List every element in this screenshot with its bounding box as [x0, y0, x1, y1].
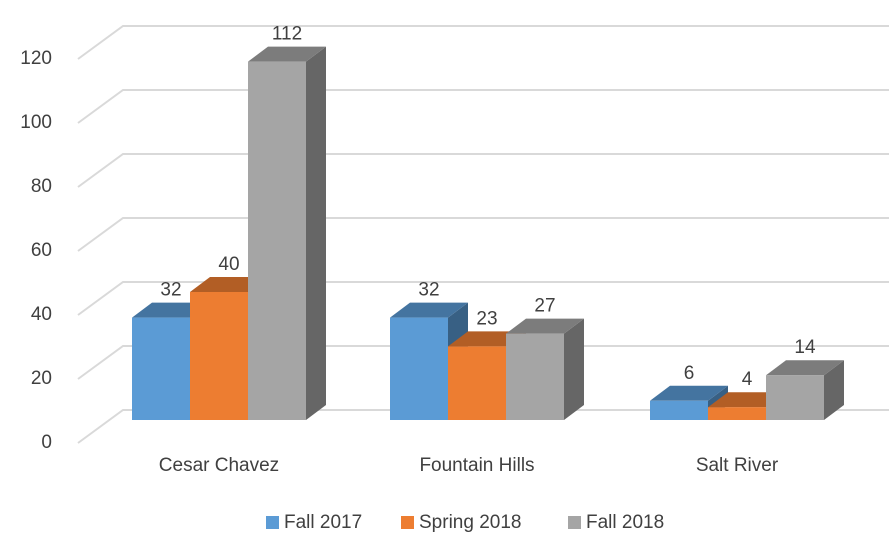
- y-tick-label: 40: [31, 304, 52, 325]
- x-tick-label: Salt River: [696, 455, 779, 476]
- y-tick-label: 20: [31, 368, 52, 389]
- bar-side: [306, 46, 326, 420]
- legend-label: Fall 2018: [586, 512, 664, 533]
- data-label: 32: [418, 280, 439, 301]
- bar: [766, 375, 824, 420]
- bar: [248, 61, 306, 420]
- bar-top: [390, 302, 468, 318]
- y-tick-label: 60: [31, 240, 52, 261]
- bar: [132, 317, 190, 420]
- data-label: 27: [534, 296, 555, 317]
- y-tick-label: 80: [31, 176, 52, 197]
- legend-swatch: [266, 516, 279, 529]
- legend-label: Fall 2017: [284, 512, 362, 533]
- bar: [448, 346, 506, 420]
- bar: [190, 292, 248, 420]
- bar: [650, 400, 708, 420]
- bar: [506, 333, 564, 420]
- grid-line: [77, 153, 889, 188]
- grid-line: [77, 281, 889, 316]
- data-label: 4: [742, 369, 753, 390]
- legend-label: Spring 2018: [419, 512, 521, 533]
- bar-side: [824, 360, 844, 420]
- data-label: 40: [218, 254, 239, 275]
- grid-line: [77, 409, 889, 444]
- y-tick-label: 100: [20, 112, 52, 133]
- bar-top: [650, 385, 728, 401]
- data-label: 6: [684, 363, 695, 384]
- legend-swatch: [568, 516, 581, 529]
- data-label: 32: [160, 280, 181, 301]
- bar: [390, 317, 448, 420]
- data-label: 112: [272, 24, 302, 45]
- x-tick-label: Cesar Chavez: [159, 455, 279, 476]
- grid-line: [77, 25, 889, 60]
- data-label: 23: [476, 308, 497, 329]
- bar-top: [248, 46, 326, 62]
- y-tick-label: 0: [41, 432, 52, 453]
- data-label: 14: [794, 337, 816, 358]
- x-tick-label: Fountain Hills: [419, 455, 534, 476]
- grid-line: [77, 89, 889, 124]
- grid-line: [77, 345, 889, 380]
- bar: [708, 407, 766, 420]
- bar-side: [564, 318, 584, 420]
- y-tick-label: 120: [20, 48, 52, 69]
- legend-swatch: [401, 516, 414, 529]
- grid-line: [77, 217, 889, 252]
- bar-top: [766, 360, 844, 376]
- bar-top: [506, 318, 584, 334]
